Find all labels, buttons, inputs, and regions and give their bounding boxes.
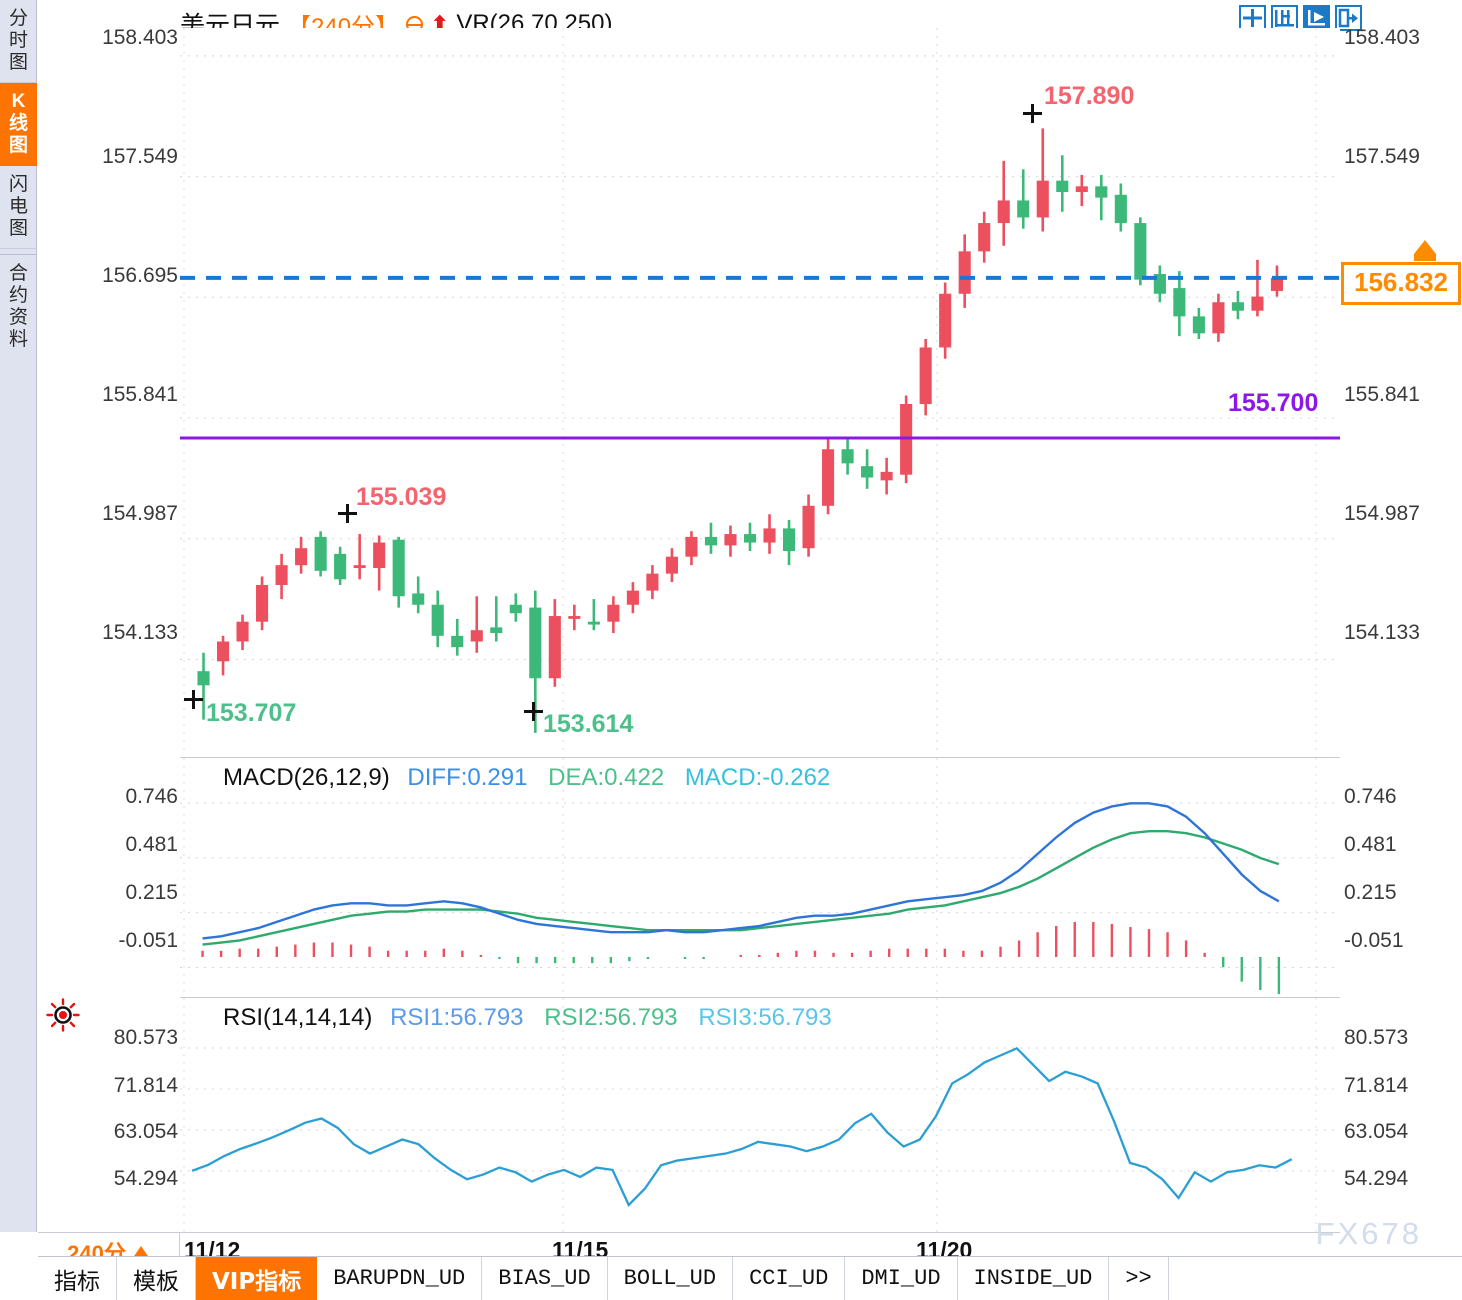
rsi1-value: RSI1:56.793 [390, 1004, 524, 1031]
high-marker-cross-1 [1023, 104, 1042, 123]
toolbar-item-bias-ud[interactable]: BIAS_UD [482, 1257, 608, 1300]
high-annotation-157890: 157.890 [1044, 82, 1135, 110]
macd-dea-value: DEA:0.422 [548, 764, 665, 791]
y-tick-left-2: 156.695 [102, 264, 178, 287]
y-tick-right-1: 157.549 [1344, 145, 1420, 168]
toolbar-item-more[interactable]: >> [1125, 1266, 1152, 1291]
y-tick-right-0: 158.403 [1344, 26, 1420, 49]
macd-y-tick-right-1: 0.481 [1344, 833, 1397, 856]
level-annotation-155700: 155.700 [1228, 389, 1319, 417]
sidebar-label-contract-1: 合 [8, 263, 28, 284]
sidebar-label-contract-3: 资 [8, 307, 28, 328]
macd-macd-value: MACD:-0.262 [684, 764, 831, 791]
sidebar-label-contract-4: 料 [8, 329, 28, 350]
alert-sun-icon[interactable] [46, 998, 80, 1032]
macd-panel[interactable] [180, 757, 1340, 998]
high-annotation-155039: 155.039 [356, 483, 447, 511]
sidebar-label-timeshare-1: 分 [8, 8, 28, 29]
sidebar-label-kline-1: K [11, 91, 26, 112]
sidebar-item-lightning[interactable]: 闪 电 图 [0, 166, 37, 249]
y-tick-left-0: 158.403 [102, 26, 178, 49]
macd-y-tick-right-2: 0.215 [1344, 881, 1397, 904]
sidebar-label-kline-2: 线 [8, 113, 28, 134]
y-tick-left-4: 154.987 [102, 502, 178, 525]
macd-series [180, 758, 1340, 998]
toolbar-item-vip-indicators[interactable]: VIP指标 [196, 1257, 318, 1300]
low-annotation-153707: 153.707 [206, 699, 297, 727]
low-marker-cross-1 [184, 690, 203, 709]
rsi-y-tick-right-0: 80.573 [1344, 1026, 1409, 1049]
toolbar-item-boll-ud[interactable]: BOLL_UD [608, 1257, 734, 1300]
watermark: FX678 [1315, 1216, 1422, 1251]
sidebar-label-timeshare-3: 图 [8, 52, 28, 73]
current-price-badge[interactable]: 156.832 [1341, 262, 1461, 305]
sidebar-item-timeshare[interactable]: 分 时 图 [0, 0, 37, 83]
y-tick-right-4: 154.987 [1344, 502, 1420, 525]
rsi-legend: RSI(14,14,14) RSI1:56.793 RSI2:56.793 RS… [223, 1004, 832, 1032]
toolbar-item-dmi-ud[interactable]: DMI_UD [845, 1257, 958, 1300]
rsi-y-tick-right-1: 71.814 [1344, 1074, 1409, 1097]
toolbar-item-templates[interactable]: 模板 [117, 1257, 196, 1300]
y-tick-left-1: 157.549 [102, 145, 178, 168]
rsi2-value: RSI2:56.793 [544, 1004, 678, 1031]
rsi-series [180, 998, 1340, 1233]
rsi-y-tick-left-2: 63.054 [113, 1120, 178, 1143]
price-chart-panel[interactable] [180, 28, 1340, 756]
rsi-y-tick-right-2: 63.054 [1344, 1120, 1409, 1143]
toolbar-scroll-field[interactable] [1167, 1257, 1462, 1300]
macd-legend: MACD(26,12,9) DIFF:0.291 DEA:0.422 MACD:… [223, 764, 830, 792]
toolbar-item-indicators[interactable]: 指标 [38, 1257, 117, 1300]
sidebar-label-lightning-1: 闪 [8, 174, 28, 195]
macd-y-tick-left-3: -0.051 [118, 929, 178, 952]
sidebar-item-kline[interactable]: K 线 图 [0, 83, 37, 166]
y-tick-right-3: 155.841 [1344, 383, 1420, 406]
y-tick-left-3: 155.841 [102, 383, 178, 406]
toolbar-item-barupdn-ud[interactable]: BARUPDN_UD [317, 1257, 483, 1300]
bottom-toolbar: 指标 模板 VIP指标 BARUPDN_UD BIAS_UD BOLL_UD C… [38, 1256, 1462, 1300]
y-tick-right-5: 154.133 [1344, 621, 1420, 644]
rsi-y-tick-right-3: 54.294 [1344, 1167, 1409, 1190]
sidebar-label-kline-3: 图 [8, 135, 28, 156]
low-marker-cross-2 [524, 702, 543, 721]
rsi-y-tick-left-0: 80.573 [113, 1026, 178, 1049]
current-price-arrow-icon [1414, 240, 1436, 261]
sidebar-label-lightning-3: 图 [8, 218, 28, 239]
rsi-title: RSI(14,14,14) [223, 1004, 373, 1031]
exit-icon[interactable] [1335, 5, 1362, 31]
rsi-panel[interactable] [180, 997, 1340, 1233]
sidebar-label-contract-2: 约 [8, 285, 28, 306]
macd-y-tick-left-1: 0.481 [125, 833, 178, 856]
macd-diff-value: DIFF:0.291 [407, 764, 528, 791]
rsi-y-tick-left-1: 71.814 [113, 1074, 178, 1097]
macd-y-tick-right-0: 0.746 [1344, 785, 1397, 808]
toolbar-item-inside-ud[interactable]: INSIDE_UD [958, 1257, 1110, 1300]
sidebar-label-timeshare-2: 时 [8, 30, 28, 51]
candlestick-series [180, 28, 1340, 756]
low-annotation-153614: 153.614 [543, 710, 634, 738]
macd-y-tick-right-3: -0.051 [1344, 929, 1404, 952]
sidebar-label-lightning-2: 电 [8, 196, 28, 217]
y-tick-left-5: 154.133 [102, 621, 178, 644]
sidebar-divider [0, 249, 36, 255]
rsi-y-tick-left-3: 54.294 [113, 1167, 178, 1190]
macd-y-tick-left-2: 0.215 [125, 881, 178, 904]
period-badge-triangle-icon [131, 1245, 150, 1259]
crosshair-icon[interactable] [1239, 5, 1266, 31]
macd-y-tick-left-0: 0.746 [125, 785, 178, 808]
macd-title: MACD(26,12,9) [223, 764, 390, 791]
rsi3-value: RSI3:56.793 [698, 1004, 832, 1031]
left-sidebar: 分 时 图 K 线 图 闪 电 图 合 约 资 料 [0, 0, 37, 1232]
high-marker-cross-2 [338, 504, 357, 523]
sidebar-item-contract-info[interactable]: 合 约 资 料 [0, 255, 37, 359]
toolbar-item-cci-ud[interactable]: CCI_UD [733, 1257, 846, 1300]
